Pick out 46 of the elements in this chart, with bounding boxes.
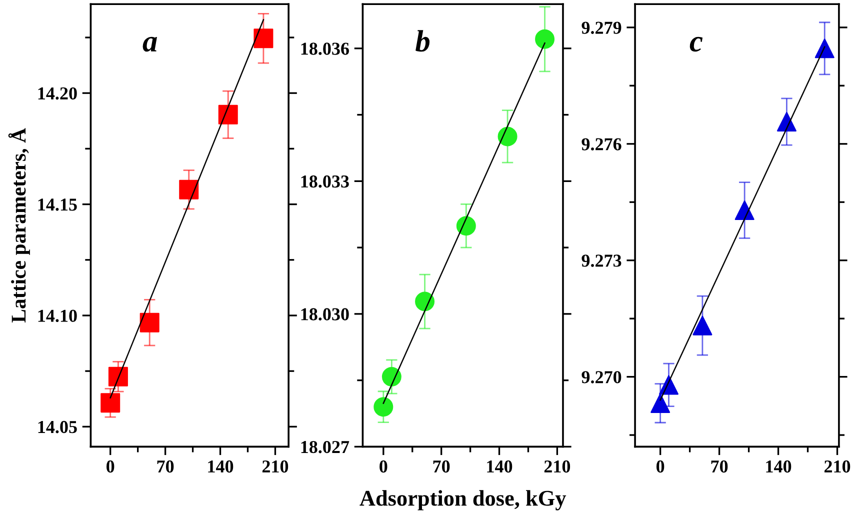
- x-tick-label: 0: [106, 460, 114, 473]
- x-tick-label: 210: [544, 460, 570, 473]
- y-tick-label: 18.030: [301, 308, 349, 320]
- y-tick-label: 14.05: [38, 420, 77, 434]
- y-tick-label: 18.036: [301, 42, 349, 55]
- y-tick-label: 9.273: [582, 254, 622, 267]
- x-tick-label: 140: [766, 460, 792, 473]
- point: [140, 312, 160, 332]
- point: [108, 366, 128, 386]
- y-tick-label: 9.276: [582, 138, 622, 150]
- annotation: b: [416, 30, 430, 52]
- point: [535, 29, 555, 49]
- y-tick-label: 14.10: [38, 310, 77, 322]
- point: [415, 292, 435, 312]
- x-tick-label: 210: [824, 460, 850, 473]
- x-axis-title: Adsorption dose, kGy: [360, 490, 566, 510]
- x-tick-label: 70: [433, 460, 450, 473]
- point: [814, 38, 834, 58]
- y-tick-label: 14.20: [38, 87, 77, 100]
- annotation: c: [690, 36, 703, 52]
- x-tick-label: 0: [380, 460, 388, 473]
- x-tick-label: 70: [711, 460, 728, 473]
- y-tick-label: 9.270: [582, 371, 622, 384]
- y-tick-label: 18.027: [301, 440, 350, 454]
- x-tick-label: 0: [656, 460, 664, 473]
- point: [254, 28, 274, 48]
- point: [179, 180, 199, 200]
- point: [776, 112, 796, 132]
- point: [734, 200, 754, 220]
- x-tick-label: 140: [208, 460, 234, 473]
- annotation: a: [142, 36, 157, 52]
- point: [692, 316, 712, 336]
- point: [382, 367, 402, 387]
- x-tick-label: 140: [487, 460, 512, 473]
- x-tick-label: 210: [262, 460, 288, 473]
- y-tick-label: 18.033: [301, 175, 349, 188]
- point: [650, 393, 670, 413]
- point: [374, 397, 394, 417]
- y-tick-label: 14.15: [38, 198, 77, 211]
- point: [456, 216, 476, 236]
- point: [100, 393, 120, 413]
- point: [218, 104, 238, 124]
- x-tick-label: 70: [157, 460, 174, 473]
- y-tick-label: 9.279: [582, 22, 622, 34]
- point: [498, 126, 518, 146]
- y-axis-title: Lattice parameters, Å: [8, 128, 30, 323]
